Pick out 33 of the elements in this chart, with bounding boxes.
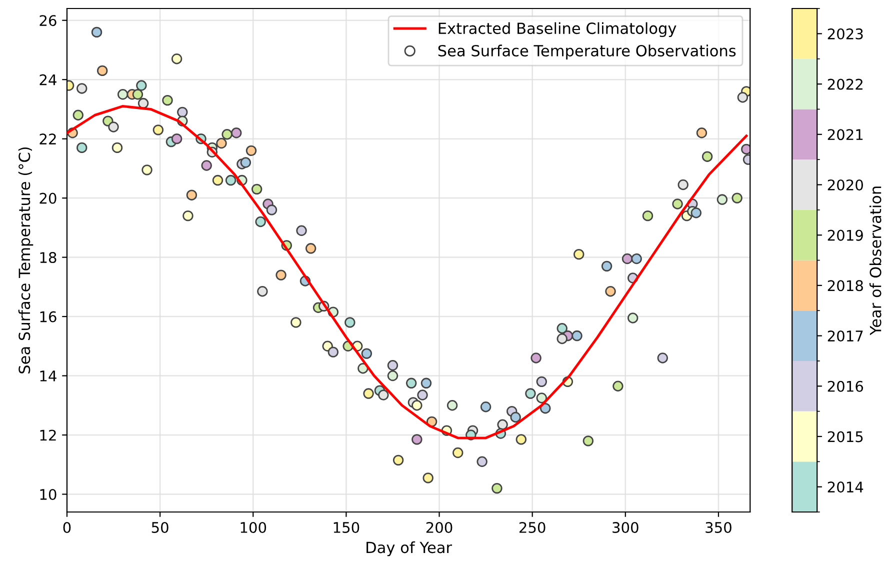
y-tick-label: 18 — [40, 252, 56, 264]
color-bar-label: 2014 — [828, 482, 864, 493]
color-bar-label: 2016 — [828, 380, 864, 392]
y-tick-label: 16 — [40, 311, 56, 322]
x-tick-label: 150 — [334, 522, 360, 534]
x-axis-title: Day of Year — [366, 541, 452, 556]
x-tick-label: 50 — [152, 522, 168, 534]
x-tick-label: 100 — [240, 522, 266, 534]
color-bar-label: 2020 — [828, 179, 863, 190]
x-tick-label: 200 — [426, 522, 452, 534]
color-bar-title: Year of Observation — [869, 186, 882, 336]
legend-label: Extracted Baseline Climatology — [438, 22, 676, 38]
color-bar-label: 2018 — [828, 280, 863, 292]
y-tick-label: 22 — [40, 134, 56, 144]
y-tick-label: 20 — [40, 192, 56, 204]
color-bar-label: 2015 — [828, 431, 863, 442]
line-series — [66, 104, 748, 440]
color-bar-label: 2022 — [828, 78, 862, 90]
y-axis-title: Sea Surface Temperature (°C) — [18, 147, 34, 374]
y-tick-label: 26 — [40, 15, 56, 26]
y-tick-label: 12 — [40, 430, 56, 441]
y-tick-label: 10 — [40, 488, 56, 500]
y-tick-label: 24 — [40, 74, 56, 86]
x-tick-label: 300 — [612, 522, 638, 534]
x-tick-label: 250 — [519, 522, 546, 534]
color-bar-label: 2021 — [828, 129, 863, 140]
color-bar-label: 2019 — [828, 230, 863, 241]
y-tick-label: 14 — [40, 370, 56, 382]
x-tick-label: 0 — [63, 522, 71, 534]
color-bar-label: 2017 — [828, 330, 863, 342]
color-bar-label: 2023 — [828, 28, 863, 40]
x-tick-label: 350 — [706, 522, 732, 534]
legend-label: Sea Surface Temperature Observations — [438, 44, 736, 60]
